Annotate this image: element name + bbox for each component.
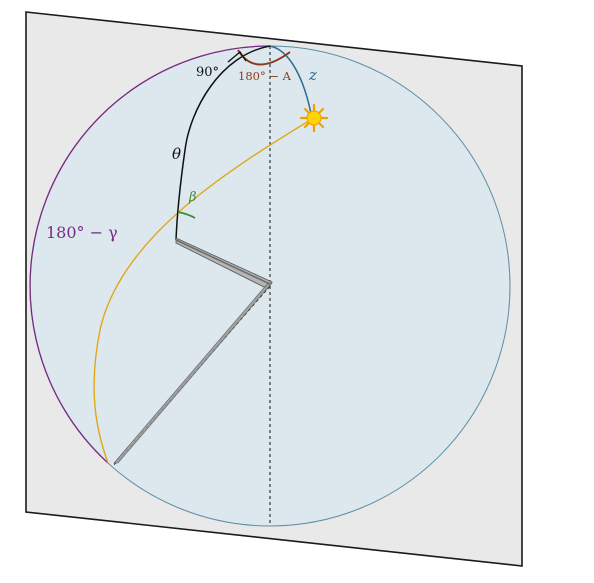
gamma-label: 180° − γ	[46, 223, 118, 242]
gamma-arc	[29, 45, 271, 464]
sun-path	[93, 118, 313, 464]
gnomon	[113, 237, 273, 464]
theta-label: θ	[172, 145, 181, 163]
right-angle-label: 90°	[196, 65, 219, 80]
zenith-arc	[269, 45, 313, 120]
zenith-label: z	[308, 66, 317, 84]
beta-angle-arc	[177, 211, 196, 219]
sun-icon	[299, 103, 329, 133]
theta-arc	[175, 45, 271, 241]
right-angle-marker	[227, 50, 247, 63]
beta-label: β	[188, 190, 197, 205]
azimuth-label: 180° − A	[238, 69, 292, 83]
